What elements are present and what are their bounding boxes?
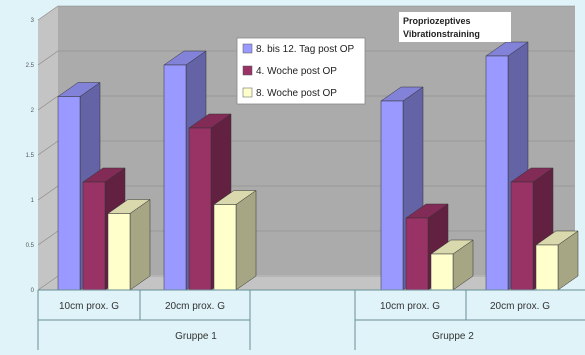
group-label: Gruppe 2 xyxy=(432,331,474,342)
bar xyxy=(213,204,237,291)
y-tick-label: 2.5 xyxy=(26,63,35,69)
category-label: 20cm prox. G xyxy=(490,301,550,312)
gridline-side xyxy=(37,95,59,111)
annotation-line: Vibrationstraining xyxy=(403,29,480,39)
group-label: Gruppe 1 xyxy=(175,331,217,342)
x-axis-table xyxy=(37,289,585,350)
category-label: 10cm prox. G xyxy=(59,301,119,312)
bar-side xyxy=(235,190,257,291)
legend-label: 8. Woche post OP xyxy=(256,88,337,99)
bar xyxy=(535,244,559,291)
bar xyxy=(107,213,131,291)
bar xyxy=(485,55,509,291)
legend-swatch xyxy=(242,87,253,98)
legend-box xyxy=(236,37,366,105)
bar xyxy=(163,64,187,291)
y-tick-label: 1.5 xyxy=(26,153,35,159)
gridline-side xyxy=(37,275,59,291)
gridline-side xyxy=(37,230,59,246)
annotation: Propriozeptives Vibrationstraining xyxy=(399,12,511,42)
bar xyxy=(430,253,454,291)
legend-swatch xyxy=(242,43,253,54)
y-tick-label: 1 xyxy=(31,198,35,204)
y-tick-label: 3 xyxy=(31,18,35,24)
gridline-side xyxy=(37,140,59,156)
gridline-side xyxy=(37,50,59,66)
gridline-side xyxy=(37,185,59,201)
bar-side xyxy=(129,199,151,291)
category-label: 10cm prox. G xyxy=(380,301,440,312)
y-tick-label: 2 xyxy=(31,108,35,114)
bar xyxy=(405,217,429,291)
legend-label: 8. bis 12. Tag post OP xyxy=(256,44,355,55)
legend-swatch xyxy=(242,65,253,76)
bar xyxy=(57,96,81,291)
legend: 8. bis 12. Tag post OP 4. Woche post OP … xyxy=(236,37,366,105)
gridline-side xyxy=(37,5,59,21)
y-axis-ticks: 0 0.5 1 1.5 2 2.5 3 xyxy=(26,18,35,294)
bar xyxy=(510,181,534,291)
bar xyxy=(188,127,212,291)
bars xyxy=(57,41,579,291)
y-tick-label: 0 xyxy=(31,288,35,294)
bar xyxy=(82,181,106,291)
y-tick-label: 0.5 xyxy=(26,243,35,249)
category-label: 20cm prox. G xyxy=(165,301,225,312)
legend-label: 4. Woche post OP xyxy=(256,66,337,77)
annotation-line: Propriozeptives xyxy=(403,16,471,26)
bar xyxy=(380,100,404,291)
annotation-box xyxy=(399,12,511,42)
